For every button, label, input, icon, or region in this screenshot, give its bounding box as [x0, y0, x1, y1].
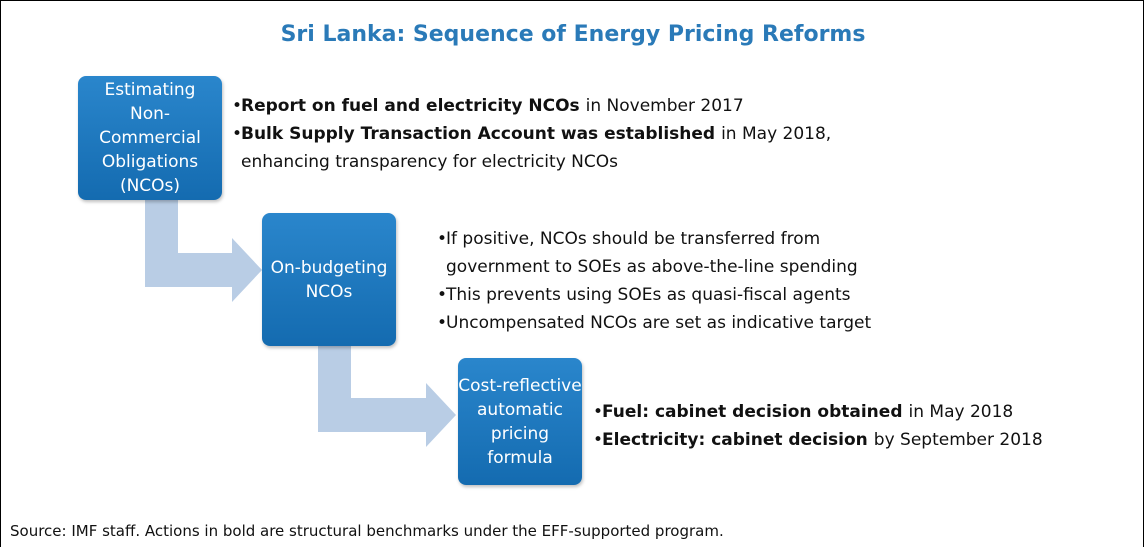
bullet-bold: Bulk Supply Transaction Account was esta…: [241, 124, 716, 144]
arrow: [145, 200, 262, 302]
bullet: Uncompensated NCOs are set as indicative…: [437, 309, 877, 337]
box-label-line: Cost-reflective: [458, 375, 582, 396]
bullet-text: in November 2017: [585, 96, 744, 116]
bullet-list: If positive, NCOs should be transferred …: [437, 225, 877, 337]
bullet-text: by September 2018: [873, 430, 1043, 450]
box-label-line: automatic: [477, 399, 563, 420]
bullet-bold: Report on fuel and electricity NCOs: [241, 96, 580, 116]
box-label-line: Commercial: [99, 128, 201, 148]
bullet-text: in May 2018: [908, 402, 1014, 422]
box-label-line: (NCOs): [119, 176, 181, 196]
bullet: Bulk Supply Transaction Account was esta…: [232, 120, 852, 176]
source-note: Source: IMF staff. Actions in bold are s…: [10, 522, 724, 540]
bullet-bold: Electricity: cabinet decision: [602, 430, 868, 450]
bullet-text: Uncompensated NCOs are set as indicative…: [446, 313, 872, 333]
box-label-line: Non-: [129, 104, 171, 124]
box-label-line: Obligations: [101, 152, 199, 172]
box-label-line: NCOs: [305, 281, 353, 302]
bullet: If positive, NCOs should be transferred …: [437, 225, 877, 281]
box-label-line: On-budgeting: [270, 257, 388, 278]
step-box: Cost-reflective automatic pricing formula: [458, 358, 582, 485]
bullet-text: in May 2018, enhancing transparency for …: [241, 124, 832, 172]
bullet-text: If positive, NCOs should be transferred …: [446, 229, 858, 277]
arrow: [318, 346, 456, 447]
bullet: This prevents using SOEs as quasi-fiscal…: [437, 281, 877, 309]
bullet-text: This prevents using SOEs as quasi-fiscal…: [446, 285, 851, 305]
step-box: Estimating Non- Commercial Obligations (NCOs…: [78, 76, 222, 200]
bullet-bold: Fuel: cabinet decision obtained: [602, 402, 903, 422]
box-label-line: Estimating: [104, 80, 196, 100]
step-box: On-budgeting NCOs: [262, 213, 396, 346]
box-label-line: pricing: [490, 423, 550, 444]
title: Sri Lanka: Sequence of Energy Pricing Re…: [280, 22, 866, 47]
box-label-line: formula: [487, 447, 553, 468]
